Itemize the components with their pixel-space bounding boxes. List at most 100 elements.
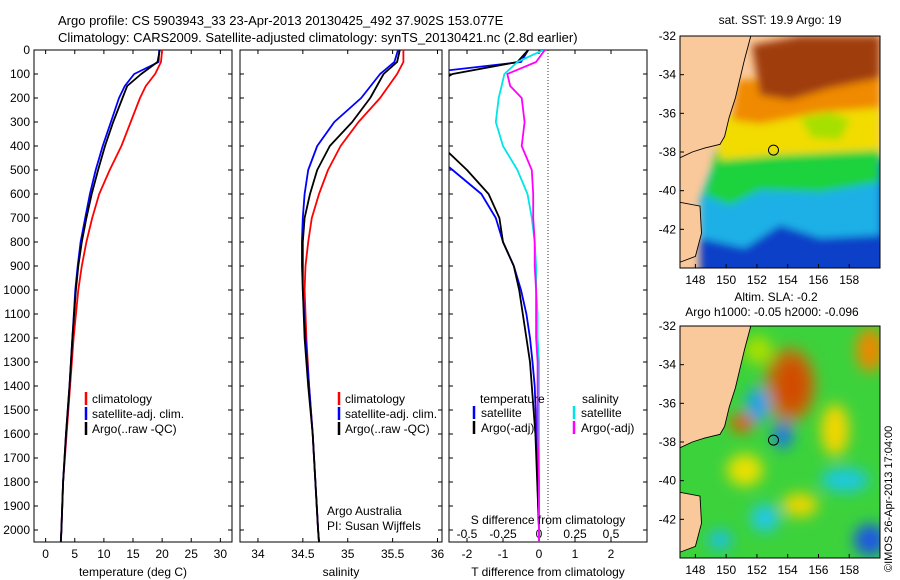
x-tick-label: 20: [155, 547, 169, 561]
map-y-tick-label: -32: [659, 319, 677, 333]
sla-anomaly-10: [727, 454, 763, 486]
sla-map-frame: [679, 325, 881, 559]
map-x-tick-label: 158: [839, 563, 859, 577]
temperature-lines: [59, 50, 163, 542]
map-x-tick-label: 148: [685, 273, 705, 287]
salinity-lines: [300, 50, 405, 542]
map-y-tick-label: -38: [659, 435, 677, 449]
sla-map-field: [708, 328, 880, 556]
sla-anomaly-6: [821, 404, 849, 456]
x-tick-label: 34.5: [291, 547, 315, 561]
difference-s-label: S difference from climatology: [471, 513, 626, 527]
map-x-tick-label: 152: [747, 273, 767, 287]
map-x-tick-label: 150: [716, 273, 736, 287]
salinity-diff-tick-label: -0.5: [457, 527, 478, 541]
difference-x-axis: -2 -1 0 1 2: [462, 50, 615, 561]
map-y-tick-label: -34: [659, 68, 677, 82]
legend-label-t-argo: Argo(-adj): [481, 421, 534, 435]
series-line-s-argo-adj-: [506, 50, 546, 542]
sla-anomaly-13: [854, 524, 880, 556]
depth-tick-label: 1800: [3, 475, 30, 489]
sla-anomaly-9: [744, 336, 772, 364]
sst-map-ticks: [680, 36, 850, 268]
argo-location-marker: [767, 144, 779, 156]
depth-tick-label: 1900: [3, 499, 30, 513]
x-tick-label: 35.5: [381, 547, 405, 561]
sst-band-green-east: [800, 112, 850, 140]
sst-band-brown: [752, 36, 880, 100]
x-tick-label: 35: [341, 547, 355, 561]
sla-map-axis-labels: 148 150 152 154 156 158 -32 -34 -36 -38 -40 -42: [659, 319, 860, 577]
temperature-xlabel: temperature (deg C): [79, 565, 187, 579]
x-tick-label: 34: [251, 547, 265, 561]
sla-anomaly-4: [730, 413, 754, 433]
sla-anomaly-11: [782, 493, 818, 517]
map-y-tick-label: -32: [659, 29, 677, 43]
map-y-tick-label: -40: [659, 474, 677, 488]
sst-map-axis-labels: 148 150 152 154 156 158 -32 -34 -36 -38 -40 -42: [659, 29, 860, 287]
depth-axis: 0 100 200 300 400 500 600 700 800 900 1000 1100 1200…: [3, 43, 647, 537]
x-tick-label: -1: [498, 547, 509, 561]
map-y-tick-label: -36: [659, 396, 677, 410]
tasmania-land: [680, 201, 702, 263]
depth-tick-label: 1300: [3, 355, 30, 369]
x-tick-label: 2: [608, 547, 615, 561]
depth-tick-label: 1700: [3, 451, 30, 465]
x-tick-label: 30: [214, 547, 228, 561]
legend-label-climatology: climatology: [345, 392, 405, 406]
salinity-xlabel: salinity: [323, 565, 360, 579]
sla-anomaly-14: [708, 530, 732, 550]
x-tick-label: 15: [126, 547, 140, 561]
depth-tick-label: 0: [23, 43, 30, 57]
salinity-annotation-line-2: PI: Susan Wijffels: [327, 519, 421, 533]
legend-label-s-satellite: satellite: [581, 406, 622, 420]
map-x-tick-label: 158: [839, 273, 859, 287]
map-x-tick-label: 150: [716, 563, 736, 577]
tasmania-land: [680, 491, 702, 553]
x-tick-label: 25: [185, 547, 199, 561]
depth-tick-label: 900: [10, 259, 30, 273]
salinity-legend: climatology satellite-adj. clim. Argo(..…: [337, 392, 437, 436]
difference-legend: temperature salinity satellite Argo(-adj…: [472, 392, 634, 435]
depth-tick-label: 500: [10, 163, 30, 177]
salinity-diff-tick-label: 0.25: [563, 527, 587, 541]
map-x-tick-label: 156: [808, 273, 828, 287]
sst-map: [680, 36, 880, 268]
sla-map: [680, 326, 880, 558]
legend-label-climatology: climatology: [92, 392, 152, 406]
map-y-tick-label: -36: [659, 106, 677, 120]
series-line-argo-raw-qc-: [301, 50, 401, 542]
depth-tick-label: 1100: [4, 307, 30, 321]
map-y-tick-label: -34: [659, 358, 677, 372]
sla-anomaly-8: [856, 328, 880, 372]
series-line-t-argo-adj-: [449, 50, 540, 542]
legend-label-s-argo: Argo(-adj): [581, 421, 634, 435]
legend-label-satellite: satellite-adj. clim.: [92, 407, 184, 421]
depth-tick-label: 1000: [3, 283, 30, 297]
sla-anomaly-3: [746, 387, 770, 423]
sst-map-frame: [679, 35, 881, 269]
map-x-tick-label: 156: [808, 563, 828, 577]
sla-map-title-2: Argo h1000: -0.05 h2000: -0.096: [685, 305, 859, 319]
x-tick-label: 0: [42, 547, 49, 561]
sla-map-title-1: Altim. SLA: -0.2: [734, 290, 818, 304]
depth-tick-label: 2000: [3, 523, 30, 537]
sst-map-field: [700, 36, 880, 268]
depth-tick-label: 300: [10, 115, 30, 129]
legend-label-argo: Argo(..raw -QC): [345, 422, 430, 436]
series-line-argo-raw-qc-: [59, 50, 161, 542]
sla-map-ticks: [680, 326, 850, 558]
sst-map-title: sat. SST: 19.9 Argo: 19: [719, 13, 842, 27]
depth-tick-label: 1500: [3, 403, 30, 417]
map-x-tick-label: 152: [747, 563, 767, 577]
depth-tick-label: 200: [10, 91, 30, 105]
depth-tick-label: 700: [10, 211, 30, 225]
sst-band-green: [704, 148, 880, 205]
map-x-tick-label: 148: [685, 563, 705, 577]
x-tick-label: -2: [462, 547, 473, 561]
depth-tick-label: 600: [10, 187, 30, 201]
sst-map-coastline: [680, 36, 752, 159]
map-x-tick-label: 154: [778, 563, 798, 577]
depth-tick-label: 800: [10, 235, 30, 249]
legend-label-t-satellite: satellite: [481, 406, 522, 420]
